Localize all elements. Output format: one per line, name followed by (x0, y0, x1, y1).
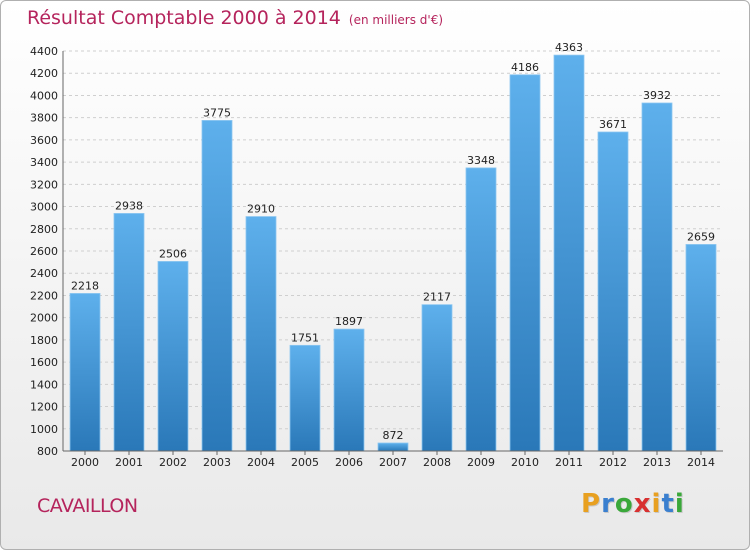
x-tick-label: 2014 (687, 456, 715, 469)
axes: 800 1000 1200 1400 1600 1800 2000 2200 2400 2600 2… (30, 45, 723, 469)
bar (201, 120, 233, 452)
y-tick-label: 3000 (30, 201, 58, 214)
x-tick-label: 2003 (203, 456, 231, 469)
bar (113, 213, 145, 452)
bar-value-label: 2506 (159, 247, 187, 260)
bar (289, 344, 321, 452)
chart-title: Résultat Comptable 2000 à 2014 (en millie… (27, 7, 443, 29)
bar-value-label: 4186 (511, 61, 539, 74)
y-tick-label: 3800 (30, 112, 58, 125)
unit-text: (en milliers d'€) (348, 13, 444, 27)
x-tick-label: 2012 (599, 456, 627, 469)
logo-letter: i (674, 489, 685, 519)
x-tick-label: 2002 (159, 456, 187, 469)
bar-value-label: 3775 (203, 106, 231, 119)
bar (69, 293, 101, 452)
bar (377, 442, 409, 452)
bar-value-label: 2659 (687, 230, 715, 243)
bar (597, 131, 629, 452)
bar (465, 167, 497, 452)
bar (333, 328, 365, 452)
logo-letter: r (601, 489, 615, 519)
logo-letter: P (581, 489, 602, 519)
bar-value-label: 2218 (71, 279, 99, 292)
y-tick-label: 1200 (30, 401, 58, 414)
y-tick-label: 4400 (30, 45, 58, 58)
y-tick-label: 1600 (30, 356, 58, 369)
x-tick-label: 2011 (555, 456, 583, 469)
y-tick-label: 1400 (30, 378, 58, 391)
logo-letter: x (633, 489, 652, 519)
bar (641, 102, 673, 452)
bar-value-label: 872 (383, 429, 404, 442)
y-tick-label: 1000 (30, 423, 58, 436)
y-tick-label: 2800 (30, 223, 58, 236)
x-tick-label: 2005 (291, 456, 319, 469)
x-tick-label: 2004 (247, 456, 275, 469)
bar-value-label: 2117 (423, 291, 451, 304)
bar-value-label: 2910 (247, 203, 275, 216)
y-tick-label: 2200 (30, 289, 58, 302)
y-tick-label: 2600 (30, 245, 58, 258)
y-tick-label: 3400 (30, 156, 58, 169)
x-tick-label: 2000 (71, 456, 99, 469)
title-text: Résultat Comptable 2000 à 2014 (27, 7, 341, 29)
x-tick-label: 2008 (423, 456, 451, 469)
y-tick-label: 4000 (30, 89, 58, 102)
bar-value-label: 2938 (115, 199, 143, 212)
bar (553, 54, 585, 452)
x-tick-label: 2007 (379, 456, 407, 469)
bar-value-label: 4363 (555, 41, 583, 54)
logo-letter: t (661, 489, 675, 519)
bar (421, 304, 453, 452)
bar-value-label: 1751 (291, 331, 319, 344)
logo-letter: o (614, 489, 634, 519)
logo-letter: i (651, 489, 662, 519)
x-tick-label: 2009 (467, 456, 495, 469)
x-tick-label: 2006 (335, 456, 363, 469)
bar-value-label: 3671 (599, 118, 627, 131)
x-tick-label: 2010 (511, 456, 539, 469)
bars: 2218 2938 2506 3775 2910 1751 1897 872 2117 3348 4… (69, 41, 717, 452)
y-tick-label: 3600 (30, 134, 58, 147)
bar (509, 74, 541, 452)
bar (245, 216, 277, 452)
x-tick-label: 2013 (643, 456, 671, 469)
place-name: CAVAILLON (37, 495, 138, 517)
bar-value-label: 3348 (467, 154, 495, 167)
x-tick-label: 2001 (115, 456, 143, 469)
bar (157, 261, 189, 452)
y-tick-label: 2000 (30, 312, 58, 325)
y-tick-label: 3200 (30, 178, 58, 191)
y-tick-label: 800 (37, 445, 58, 458)
y-tick-label: 1800 (30, 334, 58, 347)
y-tick-label: 2400 (30, 267, 58, 280)
proxiti-logo: Proxiti (581, 489, 685, 519)
bar (685, 244, 717, 452)
y-tick-label: 4200 (30, 67, 58, 80)
bar-value-label: 1897 (335, 315, 363, 328)
bar-value-label: 3932 (643, 89, 671, 102)
